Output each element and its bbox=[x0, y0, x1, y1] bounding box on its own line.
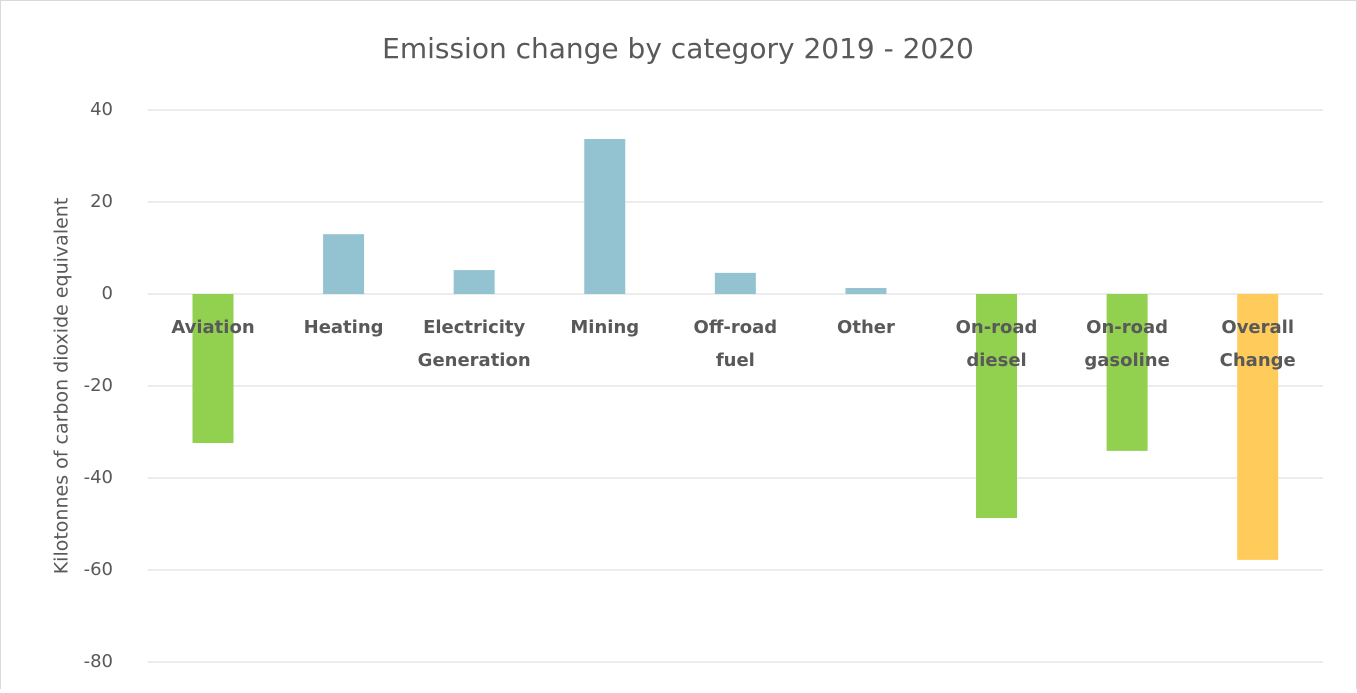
x-tick-label: Heating bbox=[304, 317, 384, 338]
y-tick-label: -80 bbox=[84, 651, 113, 672]
x-tick-label: Off-road fuel bbox=[694, 317, 778, 371]
chart-title: Emission change by category 2019 - 2020 bbox=[382, 32, 974, 65]
y-axis-title: Kilotonnes of carbon dioxide equivalent bbox=[51, 198, 73, 575]
y-tick-label: -60 bbox=[84, 559, 113, 580]
x-tick-label: Mining bbox=[570, 317, 639, 338]
x-tick-label: On-road gasoline bbox=[1084, 317, 1169, 371]
x-tick-label: Aviation bbox=[171, 317, 254, 338]
y-tick-label: 0 bbox=[102, 283, 113, 304]
bar bbox=[1106, 294, 1148, 451]
y-tick-label: -20 bbox=[84, 375, 113, 396]
x-tick-label: On-road diesel bbox=[956, 317, 1038, 371]
x-tick-label: Overall Change bbox=[1220, 317, 1296, 371]
bar bbox=[845, 288, 887, 294]
y-tick-label: 20 bbox=[90, 191, 113, 212]
bar bbox=[192, 294, 234, 444]
bar bbox=[714, 272, 756, 294]
y-tick-label: 40 bbox=[90, 99, 113, 120]
bar bbox=[453, 270, 495, 294]
x-tick-label: Electricity Generation bbox=[418, 317, 531, 371]
bar bbox=[584, 138, 626, 294]
y-tick-label: -40 bbox=[84, 467, 113, 488]
bar bbox=[976, 294, 1018, 519]
bar bbox=[323, 234, 365, 294]
x-tick-label: Other bbox=[837, 317, 895, 338]
bar bbox=[1237, 294, 1279, 560]
